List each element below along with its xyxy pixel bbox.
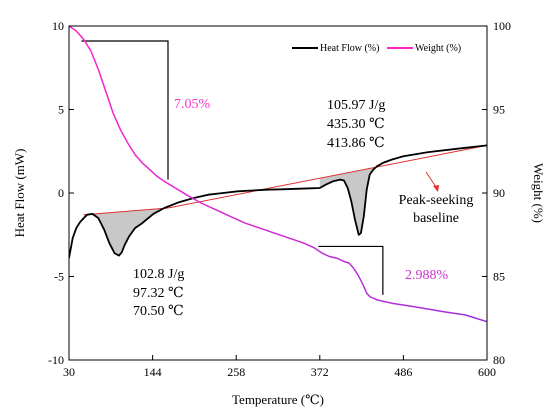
x-tick-label: 372 [311,365,329,379]
weight-loss-label-2: 2.988% [405,268,449,283]
baseline-segment-2 [167,144,487,209]
weight-step-guide-1 [81,40,169,180]
baseline-pointer-arrow [425,171,439,192]
peak-low-temp-1: 97.32 ℃ [133,286,184,301]
y-left-tick-label: 0 [58,186,64,200]
y-left-tick-label: -10 [48,353,64,367]
y-axis-label-right: Weight (%) [531,163,546,223]
peak-high-enthalpy: 105.97 J/g [327,98,385,113]
y-right-tick-label: 85 [493,270,505,284]
heat-flow-line [69,144,487,259]
axis-ticks: 30 144 258 372 486 600 -10 -5 0 5 10 80 85 90 95 100 [48,19,511,379]
peak-high-temp-1: 435.30 ℃ [327,117,385,132]
baseline-label-line-1: Peak-seeking [399,193,474,208]
weight-step-guide-2 [318,245,384,295]
peak-area-fills [83,167,374,256]
peak-area-low [83,208,168,256]
weight-line [69,26,487,323]
x-tick-label: 258 [227,365,245,379]
peak-low-temp-2: 70.50 ℃ [133,304,184,319]
y-left-tick-label: 5 [58,103,64,117]
x-tick-label: 600 [478,365,496,379]
x-tick-label: 30 [63,365,75,379]
y-left-tick-label: -5 [54,270,64,284]
weight-loss-label-1: 7.05% [174,97,211,112]
y-right-tick-label: 80 [493,353,505,367]
peak-seeking-baselines [83,144,487,216]
peak-area-high [319,167,374,235]
y-axis-label-left: Heat Flow (mW) [12,149,27,238]
x-tick-label: 144 [144,365,162,379]
legend: Heat Flow (%) Weight (%) [292,43,461,54]
y-left-tick-label: 10 [52,19,64,33]
y-right-tick-label: 95 [493,103,505,117]
baseline-segment-1 [83,207,169,216]
x-axis-label: Temperature (℃) [232,392,324,407]
series-lines [69,26,487,323]
legend-label-heat-flow: Heat Flow (%) [320,43,379,54]
baseline-label-line-2: baseline [413,211,459,226]
y-right-tick-label: 100 [493,19,511,33]
x-tick-label: 486 [394,365,412,379]
step-guide-lines [81,40,384,295]
legend-label-weight: Weight (%) [415,43,461,54]
peak-high-temp-2: 413.86 ℃ [327,136,385,151]
peak-low-enthalpy: 102.8 J/g [133,267,184,282]
y-right-tick-label: 90 [493,186,505,200]
